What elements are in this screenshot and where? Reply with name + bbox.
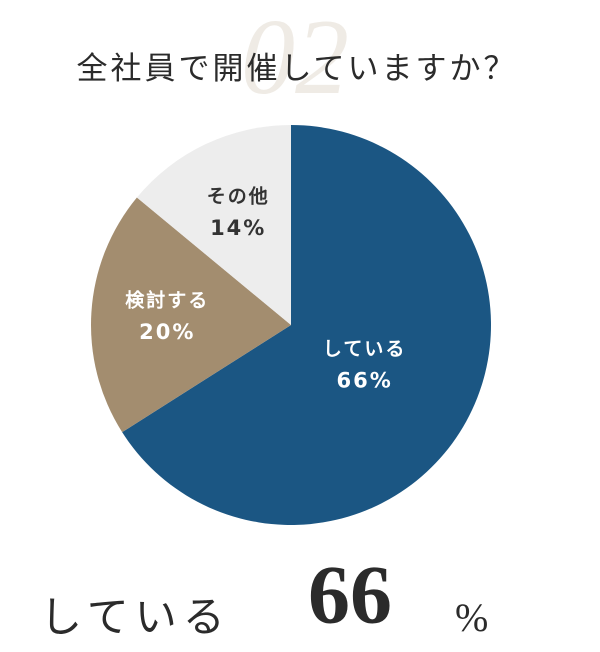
slice-value-label: 66% <box>336 368 392 392</box>
callout-value: 66 <box>308 548 392 641</box>
slice-value-label: 20% <box>139 320 195 344</box>
callout-unit: % <box>455 595 488 640</box>
slice-label: している <box>323 338 406 360</box>
pie-slice <box>136 125 291 325</box>
slice-label: その他 <box>207 184 270 207</box>
slice-label: 検討する <box>125 289 209 312</box>
callout-text: している <box>40 596 231 642</box>
pie-slice <box>122 125 491 526</box>
callout: している 66 % <box>40 548 488 641</box>
section-number: 02 <box>241 0 349 117</box>
pie-slice <box>91 197 292 433</box>
chart-title: 全社員で開催していますか？ <box>76 51 517 86</box>
pie: している 66% 検討する 20% その他 14% <box>91 125 491 526</box>
slice-value-label: 14% <box>210 216 266 240</box>
